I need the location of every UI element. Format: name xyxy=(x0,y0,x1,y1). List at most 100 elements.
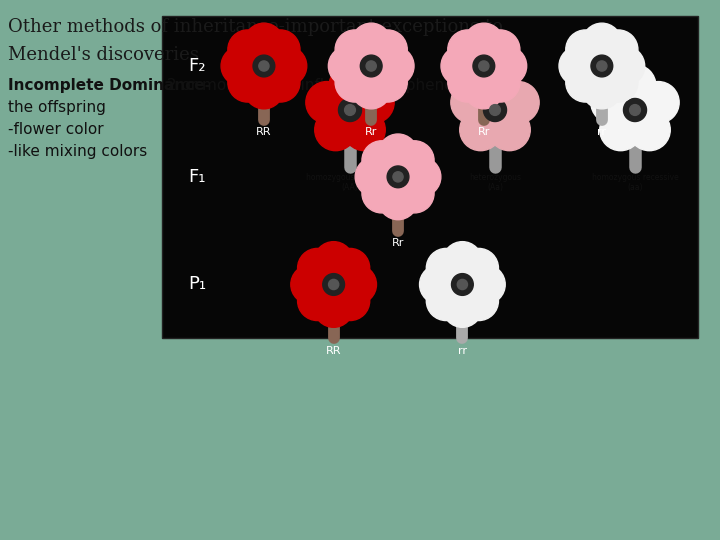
Circle shape xyxy=(443,288,482,327)
Circle shape xyxy=(368,30,408,69)
Circle shape xyxy=(566,63,606,102)
Circle shape xyxy=(480,30,520,69)
Text: -flower color: -flower color xyxy=(8,122,104,137)
Circle shape xyxy=(624,98,647,122)
Circle shape xyxy=(267,46,307,86)
Text: Rr: Rr xyxy=(392,238,404,248)
Circle shape xyxy=(330,248,369,288)
Circle shape xyxy=(351,23,391,63)
Circle shape xyxy=(244,70,284,109)
Circle shape xyxy=(582,70,621,109)
Bar xyxy=(162,16,698,338)
Circle shape xyxy=(451,82,492,123)
Text: the offspring: the offspring xyxy=(8,100,106,115)
Circle shape xyxy=(479,61,489,71)
Circle shape xyxy=(487,46,526,86)
Circle shape xyxy=(606,46,644,86)
Text: -like mixing colors: -like mixing colors xyxy=(8,144,148,159)
Text: F₂: F₂ xyxy=(188,57,206,75)
Circle shape xyxy=(314,288,354,327)
Circle shape xyxy=(368,63,408,102)
Circle shape xyxy=(464,70,503,109)
Circle shape xyxy=(395,173,434,213)
Circle shape xyxy=(402,157,441,197)
Circle shape xyxy=(591,55,613,77)
Circle shape xyxy=(355,157,395,197)
Circle shape xyxy=(253,55,275,77)
Circle shape xyxy=(426,281,466,321)
Text: Rr: Rr xyxy=(365,127,377,137)
Circle shape xyxy=(637,82,679,123)
Circle shape xyxy=(221,46,261,86)
Text: RR: RR xyxy=(256,127,271,137)
Text: Mendel's discoveries: Mendel's discoveries xyxy=(8,46,199,64)
Circle shape xyxy=(426,248,466,288)
Circle shape xyxy=(441,46,480,86)
Circle shape xyxy=(335,63,374,102)
Circle shape xyxy=(459,281,498,321)
Circle shape xyxy=(374,46,414,86)
Circle shape xyxy=(393,172,403,182)
Circle shape xyxy=(352,82,394,123)
Circle shape xyxy=(597,61,607,71)
Circle shape xyxy=(443,241,482,281)
Circle shape xyxy=(488,109,530,151)
Circle shape xyxy=(345,105,356,116)
Circle shape xyxy=(614,65,656,106)
Circle shape xyxy=(323,274,345,295)
Circle shape xyxy=(448,63,487,102)
Text: F₁: F₁ xyxy=(188,168,206,186)
Circle shape xyxy=(451,274,473,295)
Text: P₁: P₁ xyxy=(188,275,206,293)
Text: rr: rr xyxy=(598,127,606,137)
Text: Other methods of inheritance-important exceptions to: Other methods of inheritance-important e… xyxy=(8,18,503,36)
Circle shape xyxy=(480,63,520,102)
Circle shape xyxy=(258,61,269,71)
Circle shape xyxy=(306,82,348,123)
Circle shape xyxy=(297,248,337,288)
Text: homozygous recessive
(aa): homozygous recessive (aa) xyxy=(592,173,678,192)
Circle shape xyxy=(329,65,371,106)
Circle shape xyxy=(351,70,391,109)
Text: RR: RR xyxy=(326,346,341,356)
Circle shape xyxy=(420,265,459,304)
Circle shape xyxy=(591,82,633,123)
Circle shape xyxy=(378,134,418,173)
Circle shape xyxy=(315,109,356,151)
Circle shape xyxy=(362,141,401,180)
Circle shape xyxy=(629,105,640,116)
Text: homozygous dominant
(AA): homozygous dominant (AA) xyxy=(306,173,394,192)
Circle shape xyxy=(291,265,330,304)
Circle shape xyxy=(629,109,670,151)
Circle shape xyxy=(457,279,467,289)
Circle shape xyxy=(261,30,300,69)
Circle shape xyxy=(387,166,409,188)
Text: Rr: Rr xyxy=(477,127,490,137)
Circle shape xyxy=(460,109,502,151)
Circle shape xyxy=(490,105,500,116)
Circle shape xyxy=(473,55,495,77)
Circle shape xyxy=(362,173,401,213)
Circle shape xyxy=(566,30,606,69)
Text: Incomplete Dominance-: Incomplete Dominance- xyxy=(8,78,211,93)
Text: 2 or more alleles influence the phenotype of: 2 or more alleles influence the phenotyp… xyxy=(162,78,508,93)
Circle shape xyxy=(330,281,369,321)
Circle shape xyxy=(338,98,361,122)
Circle shape xyxy=(464,23,503,63)
Circle shape xyxy=(484,98,507,122)
Circle shape xyxy=(498,82,539,123)
Circle shape xyxy=(360,55,382,77)
Circle shape xyxy=(600,109,642,151)
Circle shape xyxy=(343,109,385,151)
Circle shape xyxy=(474,65,516,106)
Circle shape xyxy=(366,61,377,71)
Circle shape xyxy=(448,30,487,69)
Circle shape xyxy=(328,46,368,86)
Circle shape xyxy=(378,180,418,220)
Circle shape xyxy=(337,265,377,304)
Text: rr: rr xyxy=(458,346,467,356)
Circle shape xyxy=(459,248,498,288)
Circle shape xyxy=(297,281,337,321)
Circle shape xyxy=(228,30,267,69)
Circle shape xyxy=(395,141,434,180)
